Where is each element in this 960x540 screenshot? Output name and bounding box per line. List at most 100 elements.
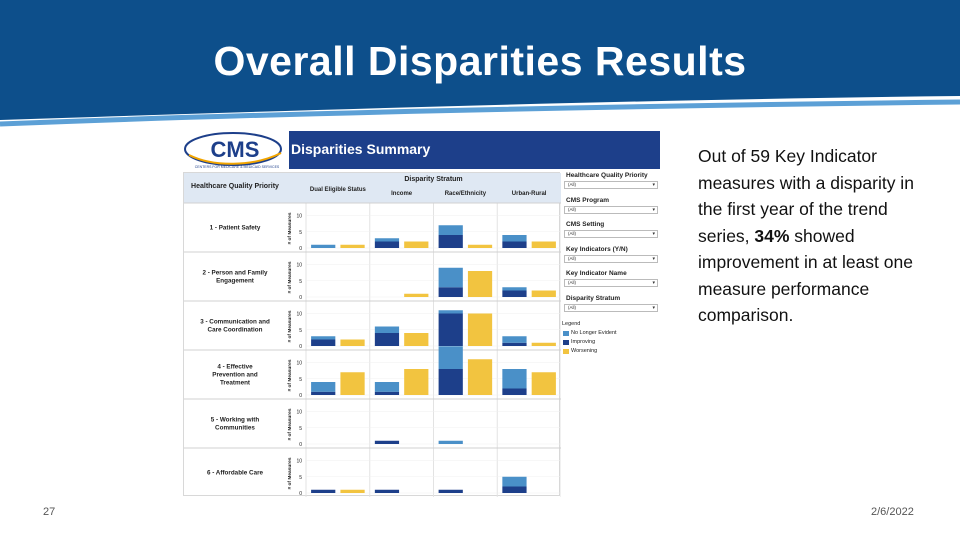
filter-dropdown[interactable]: (All) — [564, 205, 658, 214]
bar-improving — [438, 369, 463, 395]
y-tick-label: 0 — [299, 491, 302, 497]
bar-worsening — [404, 241, 429, 248]
y-tick-label: 10 — [296, 263, 302, 269]
bar-worsening — [467, 359, 493, 395]
bar-worsening — [467, 313, 493, 346]
bar-improving — [438, 287, 463, 297]
legend-item: Improving — [563, 339, 595, 345]
row-label: 6 - Affordable Care — [207, 470, 264, 477]
disparities-grid: Healthcare Quality Priority Disparity Str… — [183, 172, 562, 497]
logo-subtext: CENTERS FOR MEDICARE & MEDICAID SERVICES — [195, 165, 280, 169]
summary-text-2: showed improvement in at least one measu… — [698, 225, 913, 326]
bar-improving — [374, 489, 400, 493]
legend-label: Improving — [571, 339, 596, 345]
bar-improving — [374, 241, 400, 248]
filter-dropdown[interactable]: (All) — [564, 303, 658, 312]
bar-no-longer-evident — [311, 336, 336, 340]
bar-no-longer-evident — [438, 267, 463, 288]
bar-improving — [374, 333, 400, 346]
summary-percent: 34% — [754, 225, 790, 246]
stratum-header: Disparity Stratum — [404, 176, 462, 183]
dashboard-title: Disparities Summary — [291, 141, 431, 157]
y-tick-label: 0 — [299, 295, 302, 301]
filter-label: Key Indicator Name — [566, 270, 627, 277]
filter-label: CMS Setting — [566, 221, 605, 228]
filter-dropdown[interactable]: (All) — [564, 230, 658, 238]
row-label: 3 - Communication and — [200, 319, 270, 326]
bar-improving — [502, 241, 527, 248]
bar-worsening — [404, 293, 429, 297]
y-axis-label: # of Measures — [287, 261, 293, 293]
legend-swatch — [563, 349, 569, 354]
bar-worsening — [340, 339, 365, 346]
row-label: 5 - Working with — [211, 417, 260, 424]
y-tick-label: 5 — [299, 279, 302, 285]
row-label: Treatment — [220, 380, 251, 387]
bar-no-longer-evident — [438, 440, 463, 444]
y-axis-label: # of Measures — [287, 310, 293, 342]
filter-label: Healthcare Quality Priority — [566, 172, 648, 179]
y-tick-label: 10 — [296, 459, 302, 465]
filter-dropdown[interactable]: (All) — [564, 279, 658, 287]
bar-no-longer-evident — [502, 336, 527, 343]
y-tick-label: 10 — [296, 410, 302, 416]
y-tick-label: 5 — [299, 426, 302, 432]
row-label: Care Coordination — [208, 327, 263, 334]
bar-worsening — [340, 244, 365, 248]
y-tick-label: 10 — [296, 214, 302, 220]
bar-no-longer-evident — [502, 476, 527, 487]
bar-improving — [374, 440, 400, 444]
y-tick-label: 5 — [299, 475, 302, 481]
bar-improving — [502, 486, 527, 493]
row-label: Prevention and — [212, 372, 258, 379]
column-header: Race/Ethnicity — [445, 191, 487, 197]
row-label: 1 - Patient Safety — [210, 225, 261, 232]
y-tick-label: 0 — [299, 246, 302, 252]
filter-dropdown[interactable]: (All) — [564, 181, 658, 189]
bar-worsening — [467, 271, 493, 297]
y-tick-label: 0 — [299, 442, 302, 448]
bar-no-longer-evident — [374, 326, 400, 333]
bar-no-longer-evident — [438, 346, 463, 369]
legend-item: No Longer Evident — [563, 330, 617, 336]
bar-no-longer-evident — [311, 382, 336, 392]
y-tick-label: 0 — [299, 393, 302, 399]
summary-text-1: Out of 59 Key Indicator measures with a … — [698, 146, 914, 246]
column-header: Urban-Rural — [512, 191, 547, 197]
bar-no-longer-evident — [502, 287, 527, 291]
bar-no-longer-evident — [438, 225, 463, 235]
row-label: Communities — [215, 425, 255, 432]
bar-no-longer-evident — [502, 369, 527, 389]
y-axis-label: # of Measures — [287, 408, 293, 440]
bar-worsening — [340, 489, 365, 493]
legend-title: Legend — [562, 321, 581, 327]
bar-worsening — [467, 244, 493, 248]
bar-improving — [311, 489, 336, 493]
legend-label: No Longer Evident — [571, 330, 617, 336]
bar-improving — [438, 235, 463, 248]
bar-improving — [311, 339, 336, 346]
y-tick-label: 0 — [299, 344, 302, 350]
y-tick-label: 10 — [296, 361, 302, 367]
y-tick-label: 10 — [296, 312, 302, 318]
row-label: 4 - Effective — [217, 364, 253, 371]
legend-item: Worsening — [563, 348, 597, 354]
bar-worsening — [531, 342, 556, 346]
filter-label: Key Indicators (Y/N) — [566, 245, 628, 253]
page-number: 27 — [43, 506, 56, 518]
filter-dropdown[interactable]: (All) — [564, 254, 658, 263]
row-header-label: Healthcare Quality Priority — [191, 183, 279, 190]
bar-no-longer-evident — [374, 238, 400, 242]
disparities-chart: Healthcare Quality Priority Disparity Str… — [184, 173, 562, 497]
row-label: Engagement — [216, 278, 255, 285]
bar-improving — [502, 342, 527, 346]
bar-improving — [502, 388, 527, 395]
bar-improving — [438, 313, 463, 346]
legend-swatch — [563, 331, 569, 336]
filter-label: CMS Program — [566, 196, 609, 204]
grid-header-bg — [184, 173, 561, 203]
filter-label: Disparity Stratum — [566, 294, 621, 302]
bar-worsening — [404, 369, 429, 395]
summary-paragraph: Out of 59 Key Indicator measures with a … — [698, 143, 923, 329]
y-axis-label: # of Measures — [287, 212, 293, 244]
